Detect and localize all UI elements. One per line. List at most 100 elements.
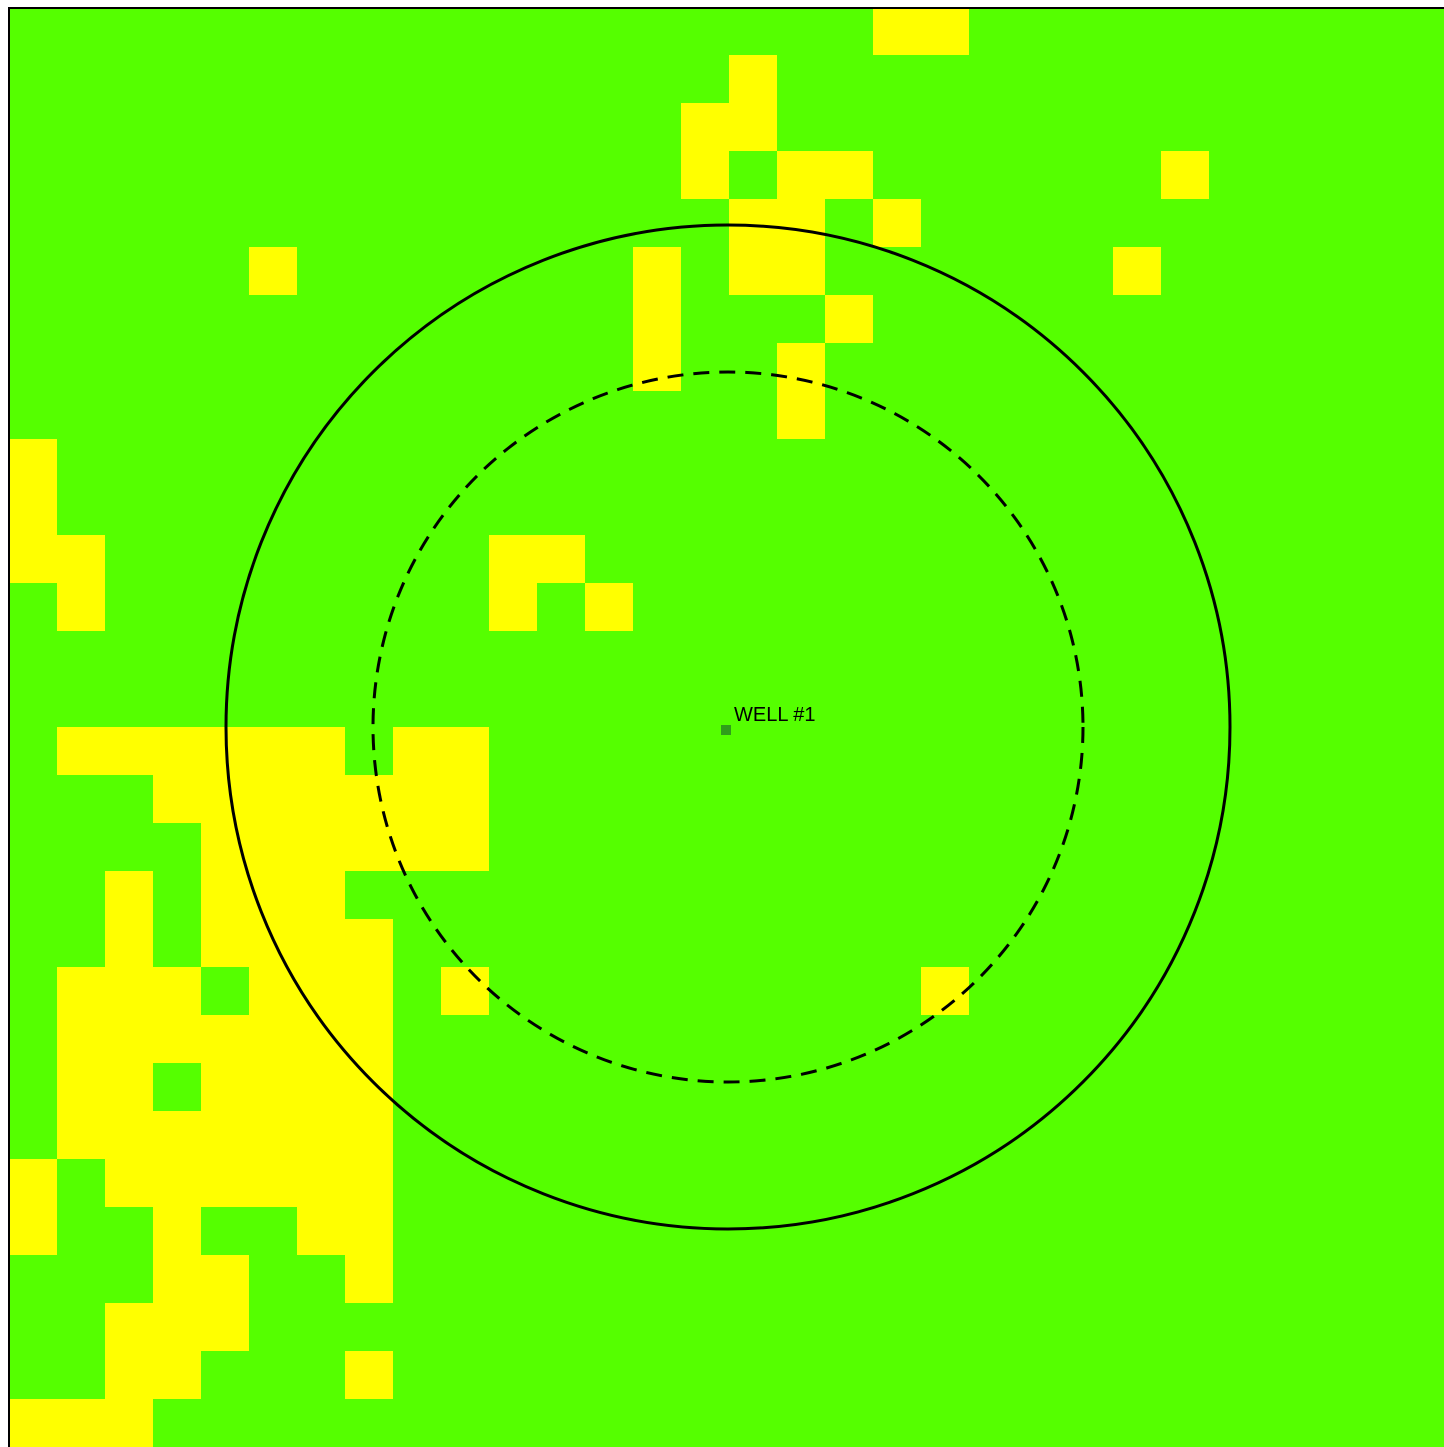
highlighted-cell (777, 343, 825, 391)
highlighted-cell (249, 727, 297, 775)
highlighted-cell (297, 1111, 345, 1159)
highlighted-cell (585, 583, 633, 631)
highlighted-cell (873, 199, 921, 247)
highlighted-cell (393, 775, 441, 823)
highlighted-cell (825, 151, 873, 199)
highlighted-cell (441, 775, 489, 823)
highlighted-cell (57, 1111, 105, 1159)
highlighted-cell (201, 1255, 249, 1303)
highlighted-cell (633, 295, 681, 343)
highlighted-cell (729, 247, 777, 295)
highlighted-cell (105, 1303, 153, 1351)
highlighted-cell (681, 103, 729, 151)
highlighted-cell (10, 535, 57, 583)
highlighted-cell (105, 1063, 153, 1111)
highlighted-cell (201, 871, 249, 919)
map-view[interactable]: WELL #1 (8, 7, 1444, 1447)
highlighted-cell (57, 967, 105, 1015)
highlighted-cell (345, 1063, 393, 1111)
well-label: WELL #1 (734, 704, 816, 726)
highlighted-cell (249, 967, 297, 1015)
highlighted-cell (873, 9, 921, 55)
highlighted-cell (777, 199, 825, 247)
highlighted-cell (345, 1015, 393, 1063)
highlighted-cell (105, 1111, 153, 1159)
highlighted-cell (345, 1159, 393, 1207)
highlighted-cell (10, 1159, 57, 1207)
highlighted-cell (105, 967, 153, 1015)
highlighted-cell (345, 1351, 393, 1399)
highlighted-cell (345, 1207, 393, 1255)
highlighted-cell (249, 775, 297, 823)
highlighted-cell (10, 1207, 57, 1255)
highlighted-cell (777, 247, 825, 295)
highlighted-cell (297, 775, 345, 823)
highlighted-cell (10, 439, 57, 487)
highlighted-cell (297, 823, 345, 871)
outer-zone-ring (224, 223, 1232, 1231)
highlighted-cell (441, 727, 489, 775)
highlighted-cell (297, 967, 345, 1015)
highlighted-cell (201, 1015, 249, 1063)
highlighted-cell (297, 871, 345, 919)
highlighted-cell (10, 487, 57, 535)
highlighted-cell (153, 1303, 201, 1351)
highlighted-cell (345, 967, 393, 1015)
highlighted-cell (249, 823, 297, 871)
highlighted-cell (633, 343, 681, 391)
highlighted-cell (153, 1351, 201, 1399)
highlighted-cell (57, 583, 105, 631)
highlighted-cell (153, 1159, 201, 1207)
highlighted-cell (345, 823, 393, 871)
highlighted-cell (393, 727, 441, 775)
highlighted-cell (249, 919, 297, 967)
map-canvas[interactable]: WELL #1 (10, 9, 1444, 1447)
highlighted-cell (249, 247, 297, 295)
highlighted-cell (297, 727, 345, 775)
highlighted-cell (825, 295, 873, 343)
highlighted-cells-layer (10, 9, 1209, 1447)
highlighted-cell (153, 1111, 201, 1159)
highlighted-cell (633, 247, 681, 295)
highlighted-cell (681, 151, 729, 199)
highlighted-cell (297, 1063, 345, 1111)
highlighted-cell (441, 967, 489, 1015)
highlighted-cell (105, 871, 153, 919)
highlighted-cell (249, 1111, 297, 1159)
highlighted-cell (729, 199, 777, 247)
highlighted-cell (105, 727, 153, 775)
highlighted-cell (249, 1063, 297, 1111)
highlighted-cell (297, 1159, 345, 1207)
highlighted-cell (441, 823, 489, 871)
highlighted-cell (489, 583, 537, 631)
highlighted-cell (57, 535, 105, 583)
highlighted-cell (777, 151, 825, 199)
highlighted-cell (10, 1399, 57, 1447)
highlighted-cell (57, 727, 105, 775)
highlighted-cell (105, 1159, 153, 1207)
highlighted-cell (57, 1399, 105, 1447)
highlighted-cell (105, 1351, 153, 1399)
highlighted-cell (201, 1303, 249, 1351)
highlighted-cell (105, 1399, 153, 1447)
highlighted-cell (201, 1159, 249, 1207)
highlighted-cell (297, 919, 345, 967)
well-marker[interactable] (721, 725, 731, 735)
highlighted-cell (105, 919, 153, 967)
highlighted-cell (153, 967, 201, 1015)
highlighted-cell (105, 1015, 153, 1063)
highlighted-cell (201, 1111, 249, 1159)
highlighted-cell (153, 775, 201, 823)
highlighted-cell (201, 919, 249, 967)
highlighted-cell (489, 535, 537, 583)
highlighted-cell (345, 919, 393, 967)
highlighted-cell (1161, 151, 1209, 199)
highlighted-cell (297, 1207, 345, 1255)
highlighted-cell (153, 727, 201, 775)
highlighted-cell (57, 1015, 105, 1063)
highlighted-cell (201, 775, 249, 823)
highlighted-cell (537, 535, 585, 583)
highlighted-cell (729, 55, 777, 103)
highlighted-cell (1113, 247, 1161, 295)
highlighted-cell (57, 1063, 105, 1111)
